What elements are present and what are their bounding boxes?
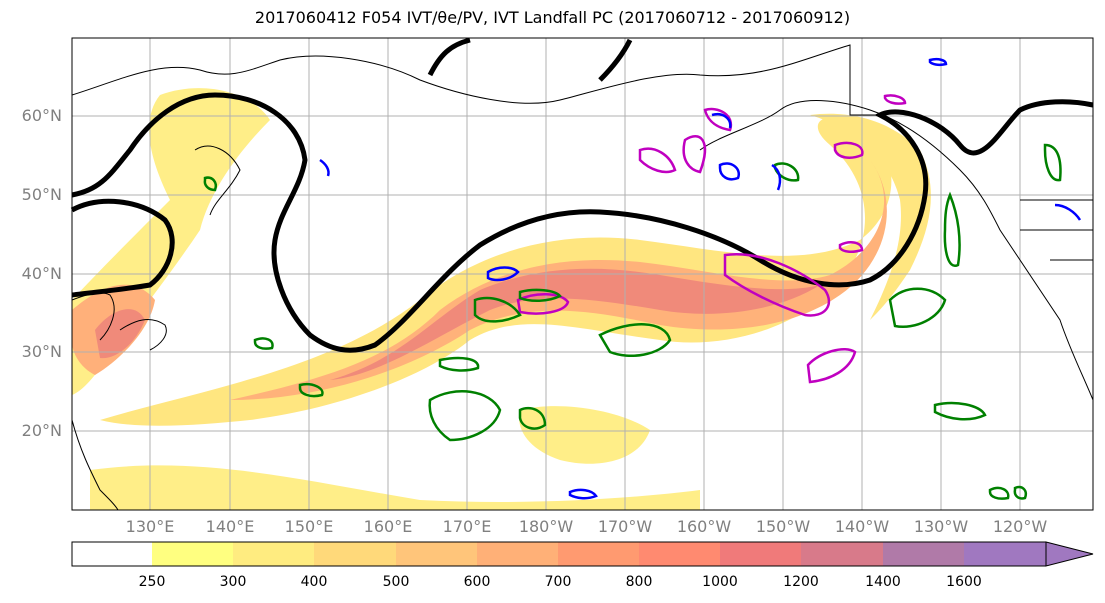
colorbar-tick-400: 400 <box>300 574 328 590</box>
colorbar-tick-1400: 1400 <box>865 574 901 590</box>
lon-label-170e: 170°E <box>442 517 492 536</box>
lat-label-40n: 40°N <box>21 264 62 283</box>
colorbar-extend-arrow <box>1045 541 1094 567</box>
lon-label-160w: 160°W <box>676 517 732 536</box>
colorbar-tick-1600: 1600 <box>946 574 982 590</box>
lon-label-150e: 150°E <box>284 517 334 536</box>
colorbar-tick-800: 800 <box>625 574 653 590</box>
colorbar-bin-1200 <box>801 542 883 566</box>
colorbar-bin-300 <box>233 542 314 566</box>
blue-contours <box>319 57 1082 500</box>
lon-label-130w: 130°W <box>913 517 969 536</box>
pv-contours <box>516 94 907 384</box>
colorbar-bin-600 <box>477 542 558 566</box>
lat-label-20n: 20°N <box>21 421 62 440</box>
colorbar-bin-400 <box>314 542 396 566</box>
lat-label-60n: 60°N <box>21 106 62 125</box>
lon-label-170w: 170°W <box>597 517 653 536</box>
lon-label-180w: 180°W <box>518 517 574 536</box>
figure-title: 2017060412 F054 IVT/θe/PV, IVT Landfall … <box>254 8 851 27</box>
lat-label-50n: 50°N <box>21 185 62 204</box>
colorbar-bin-500 <box>396 542 477 566</box>
lon-label-150w: 150°W <box>755 517 811 536</box>
colorbar-bin-1600 <box>964 542 1046 566</box>
colorbar-tick-700: 700 <box>544 574 572 590</box>
map-frame <box>71 37 1094 511</box>
coastlines <box>71 44 1094 511</box>
graticule <box>72 38 1093 510</box>
colorbar-tick-300: 300 <box>219 574 247 590</box>
ivt-shading <box>72 88 931 510</box>
lat-label-30n: 30°N <box>21 342 62 361</box>
green-contours <box>203 143 1062 500</box>
colorbar-tick-500: 500 <box>382 574 410 590</box>
lon-label-130e: 130°E <box>125 517 175 536</box>
colorbar-bin-1000 <box>720 542 801 566</box>
lon-label-140e: 140°E <box>205 517 255 536</box>
colorbar-tick-600: 600 <box>463 574 491 590</box>
colorbar-bin-700 <box>558 542 639 566</box>
colorbar-outline <box>71 541 1046 567</box>
colorbar <box>71 541 1094 567</box>
lon-label-140w: 140°W <box>834 517 890 536</box>
jet-contours <box>70 37 1094 353</box>
colorbar-tick-1200: 1200 <box>783 574 819 590</box>
colorbar-tick-1000: 1000 <box>702 574 738 590</box>
lon-label-160e: 160°E <box>363 517 413 536</box>
colorbar-bin-below <box>72 542 152 566</box>
colorbar-tick-250: 250 <box>138 574 166 590</box>
colorbar-bin-800 <box>639 542 720 566</box>
colorbar-bin-250 <box>152 542 233 566</box>
lon-label-120w: 120°W <box>992 517 1048 536</box>
colorbar-bin-1400 <box>883 542 964 566</box>
